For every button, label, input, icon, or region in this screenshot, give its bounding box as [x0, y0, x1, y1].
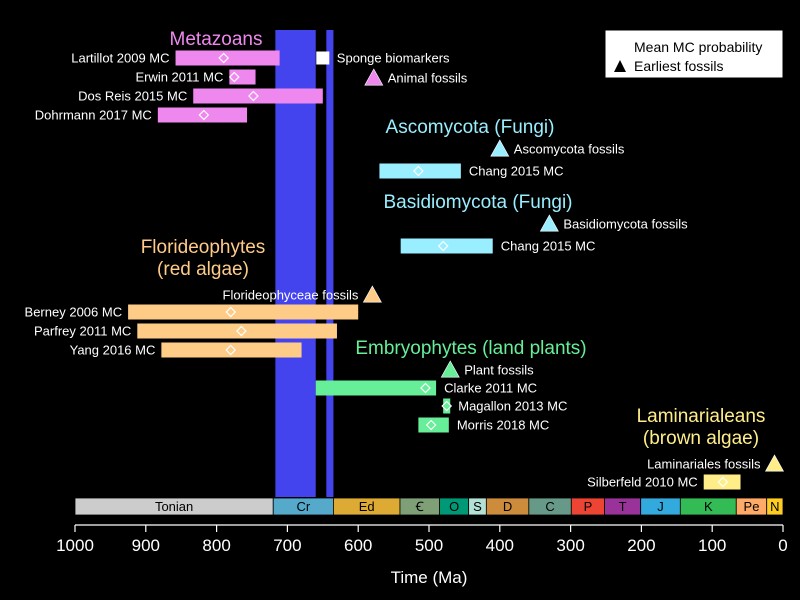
mean-marker: [218, 52, 230, 64]
group-heading-basidiomycota: Basidiomycota (Fungi): [383, 192, 572, 213]
estimate-label: Dohrmann 2017 MC: [35, 108, 152, 123]
x-tick-label: 500: [415, 536, 443, 555]
x-tick-label: 700: [273, 536, 301, 555]
legend-fossil-label: Earliest fossils: [634, 58, 723, 74]
group-heading-laminarialeans: Laminarialeans: [637, 406, 766, 427]
x-tick-label: 300: [556, 536, 584, 555]
period-label: O: [449, 499, 459, 514]
mean-marker: [225, 306, 237, 318]
x-axis-title: Time (Ma): [391, 568, 468, 587]
fossil-label: Ascomycota fossils: [514, 142, 625, 157]
period-label: Cr: [296, 499, 310, 514]
estimate-label: Parfrey 2011 MC: [34, 324, 131, 339]
period-label: D: [503, 499, 512, 514]
estimate-bar: [157, 107, 248, 123]
legend-mean-label: Mean MC probability: [634, 39, 762, 55]
estimate-bar: [400, 238, 493, 254]
mean-marker: [441, 400, 453, 412]
legend-box: [604, 29, 784, 79]
estimate-bar: [128, 304, 359, 320]
estimate-label: Yang 2016 MC: [70, 343, 156, 358]
x-tick-label: 1000: [56, 536, 94, 555]
estimate-bar: [161, 342, 302, 358]
group-heading-ascomycota: Ascomycota (Fungi): [386, 117, 555, 138]
mean-marker: [717, 476, 729, 488]
x-tick-label: 400: [486, 536, 514, 555]
fossil-triangle: [764, 454, 785, 472]
x-tick-label: 200: [627, 536, 655, 555]
period-label: S: [473, 499, 482, 514]
estimate-label: Chang 2015 MC: [469, 164, 564, 179]
estimate-label: Dos Reis 2015 MC: [78, 89, 187, 104]
snowball-band: [275, 30, 316, 497]
estimate-bar: [443, 398, 451, 414]
mean-marker: [437, 240, 449, 252]
group-heading-metazoans: Metazoans: [170, 29, 263, 50]
mean-marker: [198, 109, 210, 121]
legend-triangle-icon: [614, 60, 626, 72]
period-label: Pe: [744, 499, 760, 514]
x-tick-label: 900: [132, 536, 160, 555]
estimate-label: Magallon 2013 MC: [458, 399, 567, 414]
mean-marker: [420, 382, 431, 394]
group-heading-florideophytes: (red algae): [157, 259, 249, 280]
period-label: C: [545, 499, 554, 514]
estimate-bar: [418, 417, 449, 433]
estimate-label: Chang 2015 MC: [501, 239, 596, 254]
mean-marker: [225, 344, 237, 356]
period-label: T: [619, 499, 627, 514]
period-label: K: [704, 499, 713, 514]
estimate-label: Lartillot 2009 MC: [71, 51, 169, 66]
estimate-label: Morris 2018 MC: [457, 418, 549, 433]
group-heading-florideophytes: Florideophytes: [141, 237, 266, 258]
fossil-triangle: [440, 360, 460, 378]
estimate-label: Clarke 2011 MC: [444, 381, 537, 396]
fossil-triangle: [490, 139, 510, 157]
fossil-label: Sponge biomarkers: [337, 51, 450, 66]
fossil-label: Plant fossils: [464, 363, 534, 378]
mean-marker: [236, 325, 247, 337]
estimate-label: Silberfeld 2010 MC: [587, 475, 698, 490]
snowball-band: [326, 30, 334, 497]
estimate-bar: [229, 69, 256, 85]
period-label: J: [657, 499, 664, 514]
estimate-label: Erwin 2011 MC: [135, 70, 223, 85]
group-heading-embryophytes: Embryophytes (land plants): [355, 338, 586, 359]
x-tick-label: 600: [344, 536, 372, 555]
period-label: P: [584, 499, 593, 514]
estimate-bar: [315, 380, 437, 396]
group-heading-laminarialeans: (brown algae): [643, 428, 759, 449]
fossil-label: Laminariales fossils: [647, 457, 761, 472]
mean-marker: [425, 419, 437, 431]
fossil-label: Animal fossils: [388, 71, 468, 86]
x-tick-label: 800: [202, 536, 230, 555]
legend-diamond-icon: [614, 41, 626, 53]
x-tick-label: 100: [698, 536, 726, 555]
mean-marker: [228, 71, 240, 83]
fossil-triangle: [362, 285, 382, 303]
period-cell: [766, 497, 784, 516]
x-tick-label: 0: [778, 536, 787, 555]
fossil-triangle: [364, 68, 384, 86]
estimate-bar: [703, 474, 741, 490]
estimate-bar: [379, 163, 461, 179]
sponge-biomarker-square: [316, 51, 330, 65]
fossil-triangle: [539, 214, 559, 232]
legend: Mean MC probability Earliest fossils: [604, 29, 784, 79]
period-label: Ꞓ: [415, 499, 424, 514]
fossil-label: Florideophyceae fossils: [223, 288, 359, 303]
fossil-label: Basidiomycota fossils: [563, 217, 688, 232]
mean-marker: [413, 165, 424, 177]
mean-marker: [248, 90, 259, 102]
period-label: Tonian: [155, 499, 193, 514]
period-label: Ed: [359, 499, 375, 514]
estimate-label: Berney 2006 MC: [25, 305, 123, 320]
period-label: N: [770, 499, 779, 514]
